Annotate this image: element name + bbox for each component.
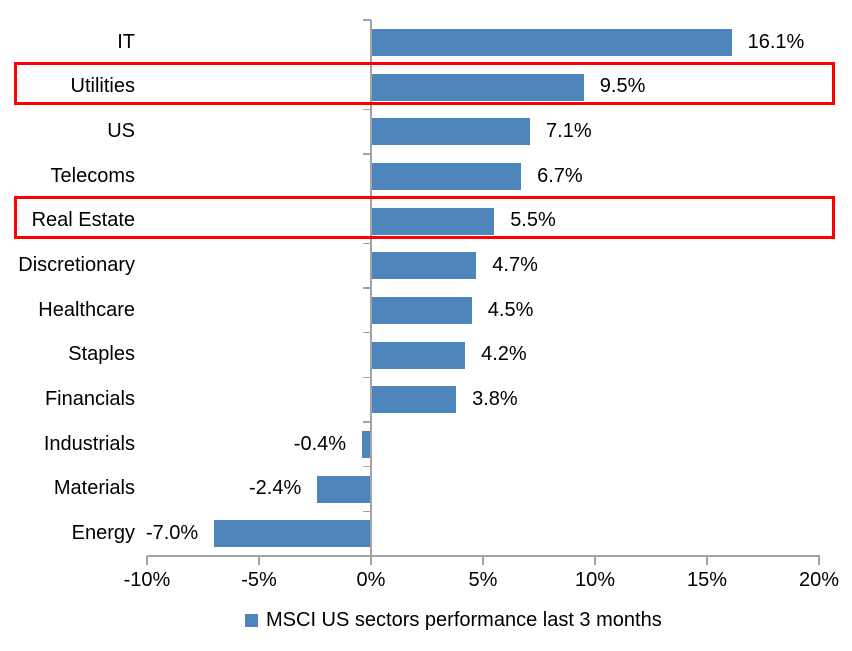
value-label-utilities: 9.5% [599, 75, 646, 98]
category-axis-tick [363, 421, 371, 423]
bar-staples [371, 341, 466, 369]
value-label-materials: -2.4% [249, 477, 302, 500]
highlight-box-real-estate [14, 195, 835, 239]
value-axis-tick-label: 20% [798, 569, 840, 591]
value-label-staples: 4.2% [481, 343, 527, 366]
value-axis-tick-label: -10% [123, 569, 171, 591]
bar-telecoms [371, 162, 522, 190]
category-label-energy: Energy [71, 522, 135, 545]
bar-healthcare [371, 296, 472, 324]
category-axis-tick [363, 197, 371, 200]
category-label-it: IT [117, 30, 135, 53]
legend: MSCI US sectors performance last 3 month… [245, 609, 662, 632]
category-label-real-estate: Real Estate [31, 209, 135, 232]
bar-materials [317, 475, 371, 503]
value-axis-tick [370, 556, 372, 565]
bar-us [371, 118, 531, 146]
category-label-telecoms: Telecoms [50, 164, 135, 187]
legend-marker-icon [245, 614, 258, 627]
value-label-discretionary: 4.7% [492, 254, 538, 277]
category-axis-tick [363, 63, 371, 66]
category-axis-tick [363, 510, 371, 513]
value-axis-tick [818, 556, 820, 565]
category-label-materials: Materials [53, 477, 135, 500]
category-axis-tick [363, 108, 371, 111]
value-label-industrials: -0.4% [293, 432, 347, 455]
value-label-real-estate: 5.5% [510, 209, 556, 232]
bar-it [371, 28, 732, 56]
category-axis-tick [363, 153, 371, 155]
category-axis-tick [363, 331, 371, 334]
value-label-healthcare: 4.5% [487, 298, 534, 321]
category-label-utilities: Utilities [70, 75, 135, 98]
value-axis-tick-label: 0% [356, 569, 386, 591]
category-label-discretionary: Discretionary [18, 254, 135, 277]
category-axis-tick [363, 465, 371, 468]
category-axis-tick [363, 242, 371, 245]
category-label-staples: Staples [68, 343, 135, 366]
highlight-box-utilities [14, 61, 835, 105]
value-axis-tick [594, 556, 596, 565]
bar-financials [371, 386, 457, 414]
value-label-us: 7.1% [546, 120, 592, 143]
value-axis-tick-label: -5% [241, 569, 277, 591]
category-axis-line [370, 20, 372, 556]
legend-label: MSCI US sectors performance last 3 month… [266, 609, 662, 631]
bar-utilities [371, 73, 584, 101]
value-label-energy: -7.0% [145, 522, 199, 545]
value-label-financials: 3.8% [472, 388, 518, 411]
category-label-financials: Financials [44, 388, 135, 411]
category-axis-tick [363, 19, 371, 21]
value-label-telecoms: 6.7% [537, 164, 583, 187]
value-label-it: 16.1% [747, 30, 805, 53]
value-axis-tick-label: 10% [574, 569, 616, 591]
category-axis-tick [363, 287, 371, 289]
bar-real-estate [371, 207, 495, 235]
category-label-healthcare: Healthcare [38, 298, 135, 321]
value-axis-tick [258, 556, 260, 565]
value-axis-tick-label: 15% [686, 569, 728, 591]
bar-energy [214, 520, 371, 548]
value-axis-tick [146, 556, 148, 565]
value-axis-tick-label: 5% [468, 569, 498, 591]
category-axis-tick [363, 376, 371, 379]
category-label-industrials: Industrials [43, 432, 135, 455]
value-axis-tick [482, 556, 484, 565]
bar-discretionary [371, 252, 477, 280]
bar-industrials [362, 430, 371, 458]
category-label-us: US [107, 120, 135, 143]
value-axis-tick [706, 556, 708, 565]
